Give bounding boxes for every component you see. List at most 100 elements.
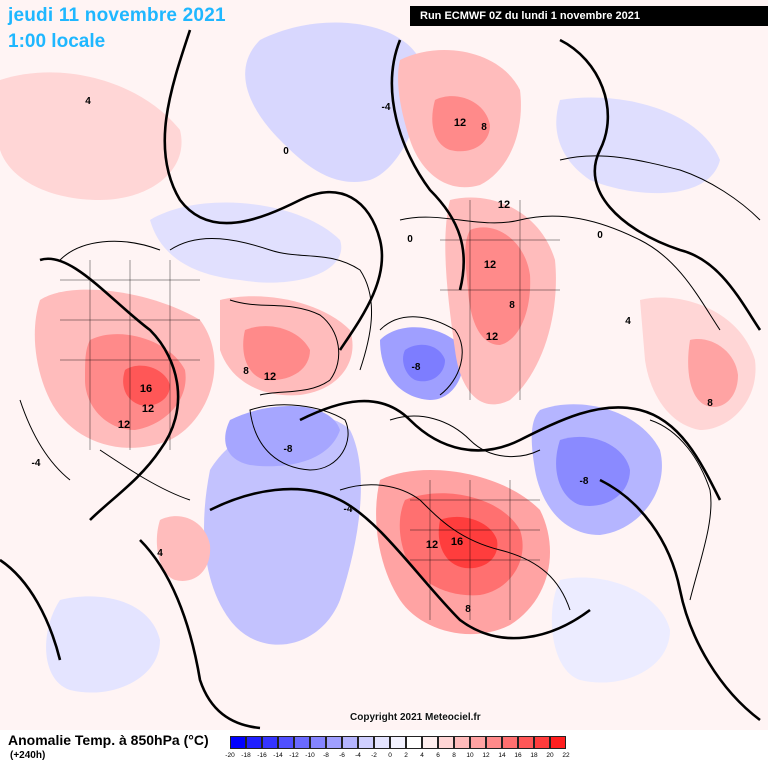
borders	[60, 200, 560, 620]
run-info-banner: Run ECMWF 0Z du lundi 1 novembre 2021	[410, 6, 768, 26]
coastlines	[19, 155, 761, 611]
scale-swatch	[550, 736, 566, 749]
label-russia-zero: 0	[597, 230, 603, 241]
scale-swatch	[278, 736, 294, 749]
scale-swatch	[390, 736, 406, 749]
scale-tick-label: -8	[323, 752, 329, 759]
scale-tick-label: 4	[420, 752, 424, 759]
scale-tick-label: 22	[562, 752, 570, 759]
scale-tick-label: 20	[546, 752, 554, 759]
anomaly-labels: 16 12 12 12 8 -8 -8 16 12 8 12 8 12 12 1…	[32, 96, 714, 615]
cool-anomaly-south-east	[551, 577, 670, 683]
label-na-peak: 16	[140, 383, 152, 395]
scale-swatch	[246, 736, 262, 749]
label-arctic-zero: 0	[283, 146, 289, 157]
anomaly-map: 16 12 12 12 8 -8 -8 16 12 8 12 8 12 12 1…	[0, 0, 768, 730]
label-na-west: 12	[118, 419, 130, 431]
scale-swatch	[454, 736, 470, 749]
label-atlantic-cold: -4	[32, 458, 41, 469]
label-siberia-central-c: 12	[486, 331, 498, 343]
label-hudson-core: 12	[264, 371, 276, 383]
warm-core-east-asia	[688, 339, 738, 407]
label-siberia-north-core: 12	[454, 117, 466, 129]
warm-anomaly-pacific	[0, 72, 182, 200]
cool-anomaly-south-west	[46, 596, 160, 693]
cool-anomaly-pacific	[556, 97, 720, 194]
scale-swatch	[358, 736, 374, 749]
label-siberia-north-8: 8	[481, 122, 487, 133]
scale-tick-label: -2	[371, 752, 377, 759]
label-pacific-warm: 4	[85, 96, 91, 107]
scale-tick-label: -14	[273, 752, 283, 759]
scale-tick-label: -6	[339, 752, 345, 759]
label-siberia-central-8: 8	[509, 300, 515, 311]
scale-swatch	[502, 736, 518, 749]
scale-swatch	[518, 736, 534, 749]
warm-anomaly-subtropics	[156, 516, 211, 581]
cold-anomaly-greenland	[225, 406, 340, 467]
height-contours	[0, 29, 762, 730]
color-scale	[230, 736, 566, 749]
scale-swatch	[374, 736, 390, 749]
label-greenland-cold: -8	[284, 444, 293, 455]
scale-tick-label: 6	[436, 752, 440, 759]
scale-swatch	[422, 736, 438, 749]
scale-tick-label: 18	[530, 752, 538, 759]
warm-core-siberia-north	[432, 96, 490, 152]
label-mediterranean: 8	[465, 604, 471, 615]
cold-anomaly-atlantic	[204, 415, 361, 645]
copyright-notice: Copyright 2021 Meteociel.fr	[350, 712, 481, 723]
scale-swatch	[486, 736, 502, 749]
label-africa-core: 12	[426, 539, 438, 551]
label-siberia-central-b: 12	[484, 259, 496, 271]
scale-swatch	[230, 736, 246, 749]
scale-tick-label: -4	[355, 752, 361, 759]
warm-peak-north-america	[123, 365, 170, 406]
scale-tick-label: 12	[482, 752, 490, 759]
label-russia-warm: 4	[625, 316, 631, 327]
warm-core-hudson	[243, 326, 310, 381]
scale-swatch	[438, 736, 454, 749]
scale-tick-label: 8	[452, 752, 456, 759]
label-siberia-central-a: 12	[498, 199, 510, 211]
forecast-date: jeudi 11 novembre 2021	[8, 5, 226, 26]
scale-tick-label: 14	[498, 752, 506, 759]
scale-tick-label: -10	[305, 752, 315, 759]
cold-anomaly-arctic	[245, 22, 422, 182]
cold-core-scandinavia	[403, 344, 445, 382]
anomaly-fields	[0, 22, 756, 693]
label-africa-peak: 16	[451, 536, 463, 548]
scale-swatch	[406, 736, 422, 749]
label-na-core: 12	[142, 403, 154, 415]
scale-swatch	[470, 736, 486, 749]
scale-tick-label: 10	[466, 752, 474, 759]
scale-swatch	[534, 736, 550, 749]
label-arctic-cold: -4	[382, 102, 391, 113]
label-atlantic-warm: 4	[157, 548, 163, 559]
scale-tick-label: -20	[225, 752, 235, 759]
color-scale-labels: -20 -18 -16 -14 -12 -10 -8 -6 -4 -2 0 2 4 6 8 10 12 14 16 1…	[225, 752, 570, 764]
scale-tick-label: -12	[289, 752, 299, 759]
label-europe-cold: -4	[344, 504, 353, 515]
scale-tick-label: 0	[388, 752, 392, 759]
label-central-asia-cold: -8	[580, 476, 589, 487]
scale-swatch	[262, 736, 278, 749]
scale-tick-label: 16	[514, 752, 522, 759]
label-east-asia-warm: 8	[707, 398, 713, 409]
label-scandinavia-cold: -8	[412, 362, 421, 373]
warm-core-siberia-central	[465, 227, 531, 345]
scale-swatch	[342, 736, 358, 749]
label-hudson-8: 8	[243, 366, 249, 377]
scale-tick-label: -16	[257, 752, 267, 759]
scale-swatch	[310, 736, 326, 749]
scale-tick-label: -18	[241, 752, 251, 759]
lead-time: (+240h)	[10, 750, 46, 761]
variable-title: Anomalie Temp. à 850hPa (°C)	[8, 732, 209, 748]
scale-swatch	[294, 736, 310, 749]
scale-tick-label: 2	[404, 752, 408, 759]
cold-core-central-asia	[556, 436, 630, 506]
scale-swatch	[326, 736, 342, 749]
forecast-time: 1:00 locale	[8, 31, 106, 52]
label-europe-zero: 0	[407, 234, 413, 245]
